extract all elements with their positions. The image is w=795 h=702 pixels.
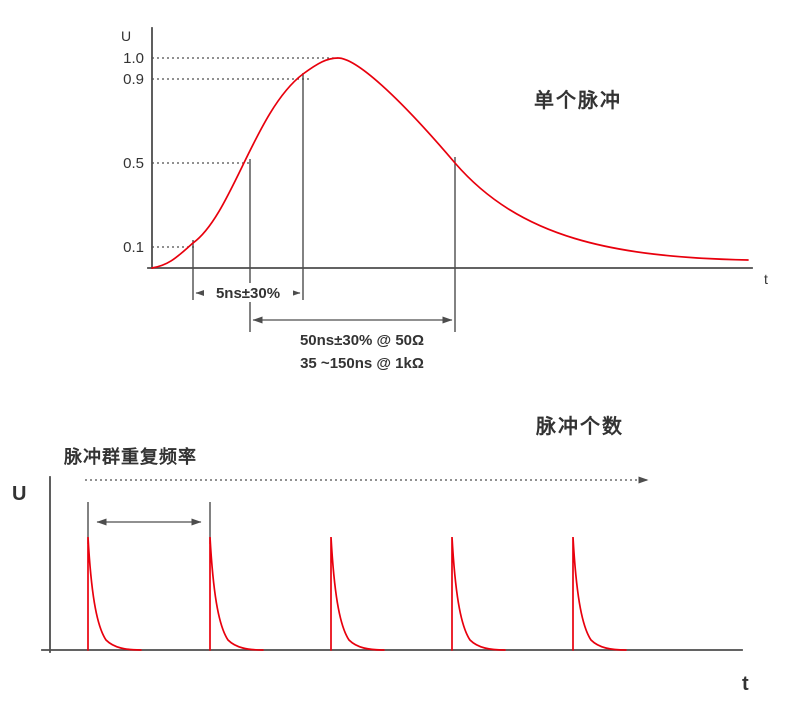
- bottom-x-axis-label: t: [742, 673, 749, 695]
- tick-0-9: 0.9: [123, 71, 144, 88]
- pulse-count-label: 脉冲个数: [535, 414, 624, 438]
- pulse-width-label-1kohm: 35 ~150ns @ 1kΩ: [300, 355, 424, 372]
- single-pulse-chart: U t 1.0 0.9 0.5 0.1 5ns±30% 50ns±30% @ 5…: [121, 27, 768, 372]
- pulse-width-label-50ohm: 50ns±30% @ 50Ω: [300, 332, 424, 349]
- tick-0-1: 0.1: [123, 239, 144, 256]
- burst-pulse-3: [330, 536, 385, 651]
- burst-pulse-2: [209, 536, 264, 651]
- rise-time-label-bg: [204, 283, 293, 302]
- top-x-axis-label: t: [764, 271, 768, 287]
- repetition-rate-label: 脉冲群重复频率: [63, 446, 197, 467]
- pulse-burst-chart: 脉冲个数 脉冲群重复频率 U t: [12, 414, 749, 695]
- rise-time-label: 5ns±30%: [216, 285, 280, 302]
- single-pulse-title: 单个脉冲: [534, 88, 622, 112]
- tick-0-5: 0.5: [123, 155, 144, 172]
- burst-pulse-1: [87, 536, 142, 651]
- burst-pulse-5: [572, 536, 627, 651]
- single-pulse-curve: [151, 57, 749, 269]
- burst-pulse-4: [451, 536, 506, 651]
- top-y-axis-label: U: [121, 28, 131, 44]
- bottom-y-axis-label: U: [12, 483, 26, 505]
- tick-1-0: 1.0: [123, 50, 144, 67]
